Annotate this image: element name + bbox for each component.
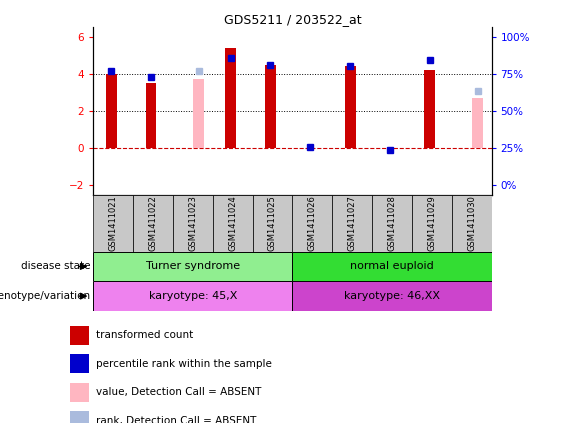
Text: Turner syndrome: Turner syndrome: [146, 261, 240, 272]
Bar: [70, 326, 89, 345]
Bar: [472, 98, 483, 148]
Bar: [173, 195, 213, 252]
Text: genotype/variation: genotype/variation: [0, 291, 90, 301]
Bar: [293, 195, 332, 252]
Bar: [372, 195, 412, 252]
Text: karyotype: 46,XX: karyotype: 46,XX: [344, 291, 440, 301]
Bar: [412, 195, 452, 252]
Text: GSM1411027: GSM1411027: [347, 195, 357, 251]
Bar: [93, 195, 133, 252]
Bar: [293, 281, 492, 311]
Text: rank, Detection Call = ABSENT: rank, Detection Call = ABSENT: [96, 416, 257, 423]
Text: disease state: disease state: [21, 261, 90, 272]
Text: karyotype: 45,X: karyotype: 45,X: [149, 291, 237, 301]
Text: GSM1411030: GSM1411030: [467, 195, 476, 251]
Bar: [345, 66, 355, 148]
Bar: [133, 195, 173, 252]
Title: GDS5211 / 203522_at: GDS5211 / 203522_at: [224, 14, 361, 26]
Bar: [93, 252, 293, 281]
Bar: [146, 83, 157, 148]
Bar: [213, 195, 253, 252]
Bar: [293, 252, 492, 281]
Text: GSM1411023: GSM1411023: [188, 195, 197, 251]
Bar: [70, 354, 89, 374]
Text: transformed count: transformed count: [96, 330, 193, 340]
Bar: [193, 79, 205, 148]
Text: GSM1411024: GSM1411024: [228, 195, 237, 251]
Bar: [70, 383, 89, 402]
Bar: [70, 411, 89, 423]
Bar: [424, 70, 435, 148]
Text: normal euploid: normal euploid: [350, 261, 434, 272]
Text: GSM1411021: GSM1411021: [108, 195, 118, 251]
Bar: [225, 48, 236, 148]
Bar: [332, 195, 372, 252]
Bar: [253, 195, 293, 252]
Text: percentile rank within the sample: percentile rank within the sample: [96, 359, 272, 369]
Text: value, Detection Call = ABSENT: value, Detection Call = ABSENT: [96, 387, 262, 397]
Text: GSM1411029: GSM1411029: [427, 195, 436, 251]
Text: GSM1411022: GSM1411022: [149, 195, 158, 251]
Bar: [452, 195, 492, 252]
Bar: [106, 74, 116, 148]
Bar: [93, 281, 293, 311]
Bar: [265, 65, 276, 148]
Text: GSM1411025: GSM1411025: [268, 195, 277, 251]
Text: GSM1411028: GSM1411028: [388, 195, 397, 251]
Text: GSM1411026: GSM1411026: [308, 195, 317, 251]
